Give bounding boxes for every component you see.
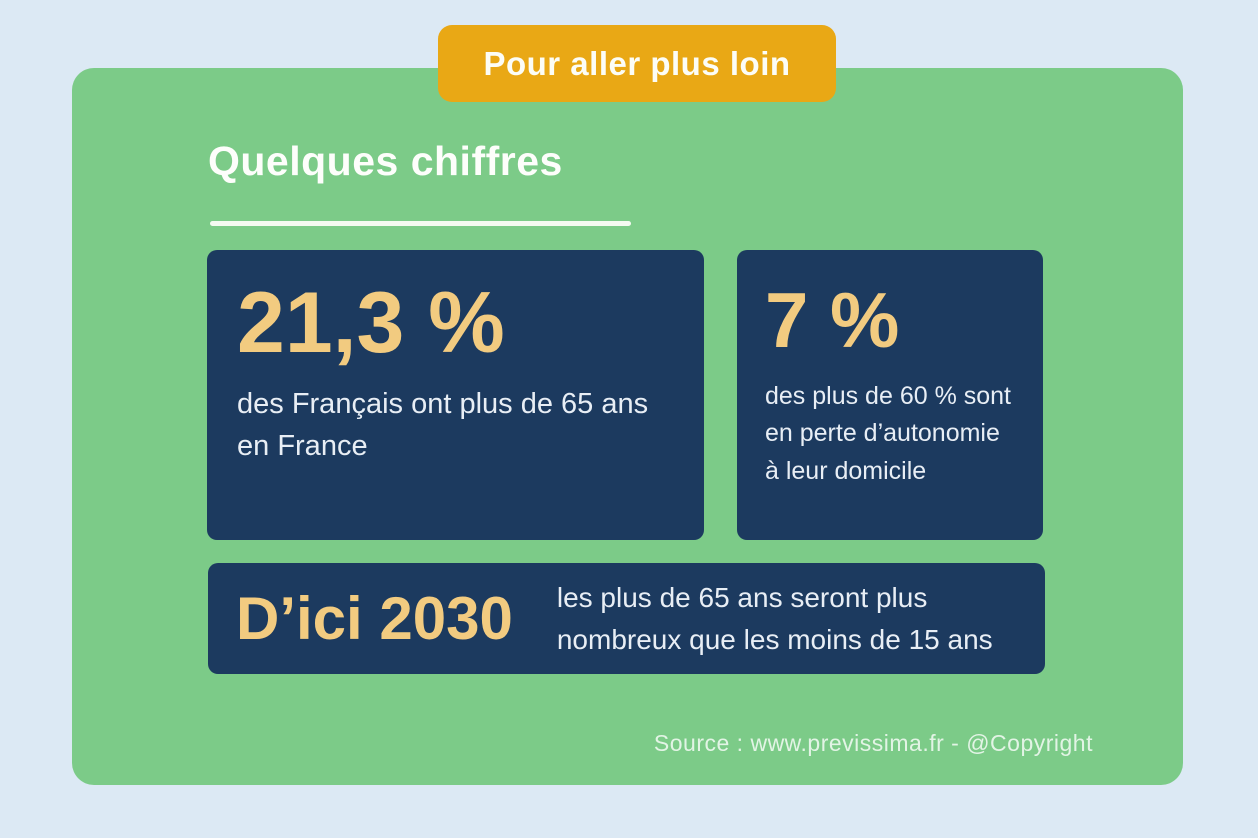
stat-value: 21,3 % xyxy=(237,275,505,371)
stat-card-autonomy-loss: 7 % des plus de 60 % sont en perte d’aut… xyxy=(737,250,1043,540)
source-attribution: Source : www.previssima.fr - @Copyright xyxy=(653,730,1093,756)
stat-description: des Français ont plus de 65 ans en Franc… xyxy=(237,388,649,463)
section-title: Quelques chiffres xyxy=(208,138,563,184)
header-badge: Pour aller plus loin xyxy=(438,25,836,102)
title-underline xyxy=(210,221,631,226)
stat-description: des plus de 60 % sont en perte d’autonom… xyxy=(765,381,1011,485)
stat-value: 7 % xyxy=(765,276,900,364)
stat-value: D’ici 2030 xyxy=(236,584,513,652)
stat-description: les plus de 65 ans seront plus nombreux … xyxy=(556,581,993,655)
content-panel: Quelques chiffres 21,3 % des Français on… xyxy=(72,68,1183,785)
stat-card-over-65: 21,3 % des Français ont plus de 65 ans e… xyxy=(207,250,704,540)
stat-card-2030-projection: D’ici 2030 les plus de 65 ans seront plu… xyxy=(208,563,1045,674)
header-badge-label: Pour aller plus loin xyxy=(483,44,791,82)
